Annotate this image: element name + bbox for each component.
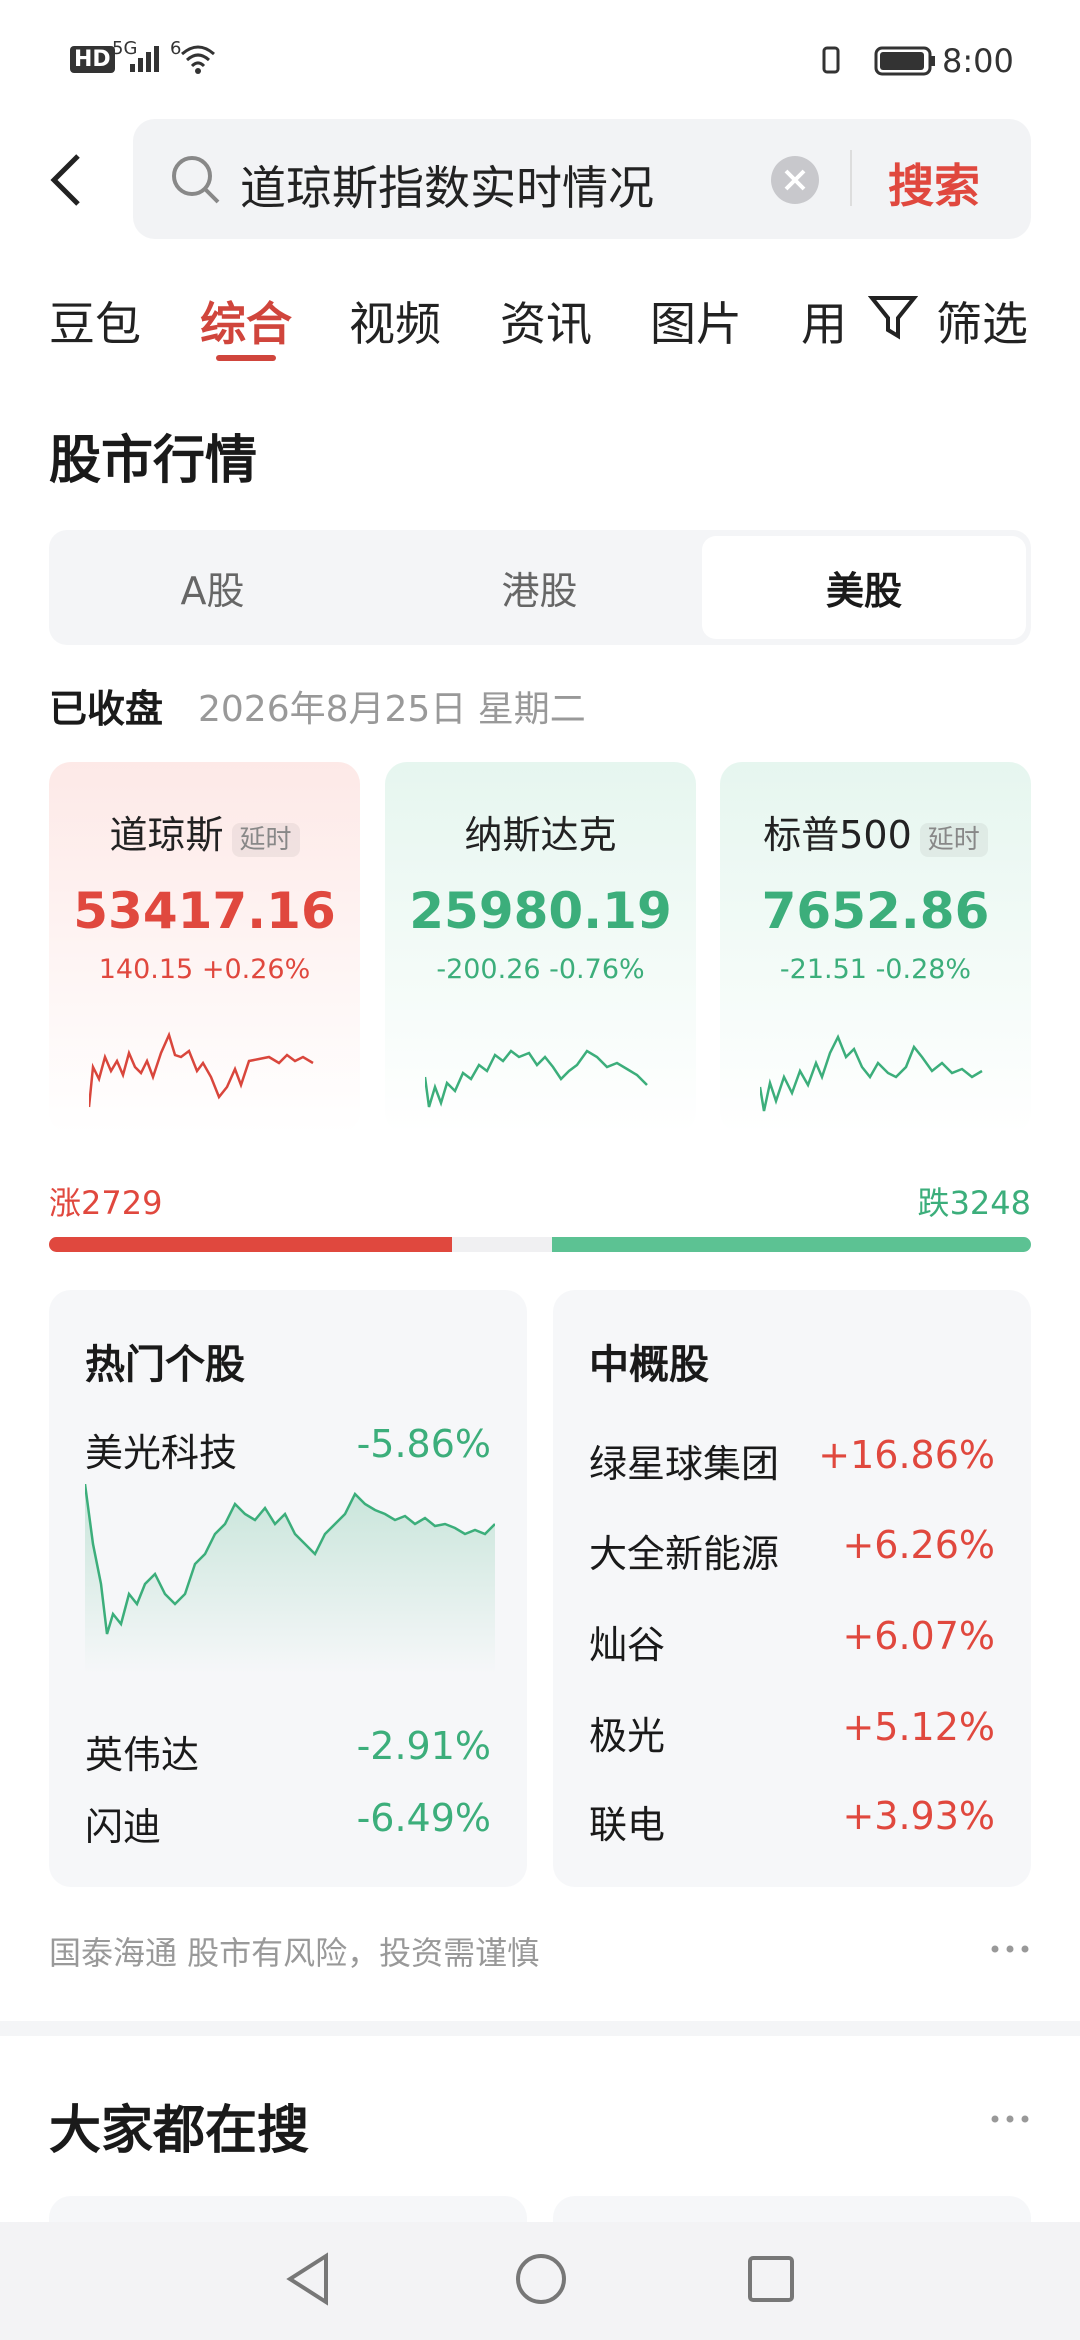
- china-concepts-panel[interactable]: 中概股 绿星球集团 +16.86% 大全新能源 +6.26% 灿谷 +6.07% 极光…: [553, 1290, 1031, 1887]
- index-name: 道琼斯: [109, 813, 224, 857]
- tab-indicator: [216, 355, 276, 361]
- search-button[interactable]: 搜索: [888, 159, 980, 213]
- stock-name: 灿谷: [589, 1623, 666, 1667]
- stock-change: +6.07%: [842, 1614, 995, 1658]
- section-separator: [0, 2021, 1080, 2036]
- advancers-label: 涨: [49, 1184, 82, 1222]
- sparkline: [89, 1031, 314, 1108]
- stock-chart: [85, 1484, 495, 1674]
- market-tab[interactable]: 美股: [825, 569, 902, 613]
- index-change: -21.51: [779, 954, 867, 985]
- index-value: 7652.86: [761, 882, 990, 940]
- stock-change: +16.86%: [818, 1433, 995, 1477]
- stock-name: 绿星球集团: [589, 1442, 780, 1486]
- back-button[interactable]: [48, 152, 84, 208]
- tab[interactable]: 图片: [650, 297, 742, 351]
- index-card[interactable]: 标普500 延时 7652.86 -21.51 -0.28%: [720, 762, 1031, 1134]
- tab[interactable]: 用: [801, 297, 847, 351]
- hd-icon: HD: [70, 46, 115, 73]
- search-box[interactable]: [133, 119, 1031, 239]
- stock-name: 闪迪: [85, 1805, 162, 1849]
- index-card[interactable]: 纳斯达克 25980.19 -200.26 -0.76%: [385, 762, 696, 1134]
- index-percent: -0.28%: [875, 954, 972, 985]
- panel-title: 热门个股: [85, 1342, 245, 1388]
- index-value: 53417.16: [73, 882, 336, 940]
- signal-label: 5G: [112, 38, 138, 59]
- stock-change: +3.93%: [842, 1794, 995, 1838]
- battery-icon: [822, 46, 935, 76]
- decliners-bar: [551, 1237, 1031, 1252]
- decliners-count: 3248: [949, 1184, 1031, 1222]
- advancers-bar: [49, 1237, 452, 1252]
- wifi-label: 6: [170, 38, 182, 59]
- stock-change: -2.91%: [356, 1724, 491, 1768]
- stock-change: +5.12%: [842, 1705, 995, 1749]
- search-query[interactable]: 道琼斯指数实时情况: [240, 161, 654, 215]
- tab[interactable]: 资讯: [500, 297, 592, 351]
- filter-button[interactable]: 筛选: [936, 297, 1028, 351]
- clear-button[interactable]: [770, 155, 820, 205]
- tab[interactable]: 综合: [200, 297, 292, 351]
- stock-name: 英伟达: [85, 1733, 200, 1777]
- stock-name: 极光: [589, 1714, 666, 1758]
- market-status: 已收盘: [49, 687, 164, 731]
- stock-change: +6.26%: [842, 1523, 995, 1567]
- signal-icon: [130, 46, 159, 72]
- stock-name: 美光科技: [85, 1431, 238, 1475]
- hot-stocks-panel[interactable]: 热门个股 美光科技 -5.86% 英伟达 -2.91% 闪迪 -6.49%: [49, 1290, 527, 1887]
- index-value: 25980.19: [409, 882, 672, 940]
- stock-change: -5.86%: [356, 1422, 491, 1466]
- wifi-icon: [181, 45, 215, 74]
- delay-tag: 延时: [231, 823, 300, 857]
- nav-home[interactable]: [514, 2252, 568, 2306]
- trending-title: 大家都在搜: [49, 2101, 310, 2161]
- index-percent: +0.26%: [201, 954, 311, 985]
- more-button[interactable]: [990, 2114, 1030, 2124]
- index-change: -200.26: [436, 954, 541, 985]
- index-percent: -0.76%: [549, 954, 645, 985]
- advancers: 涨2729: [49, 1178, 162, 1224]
- clock: 8:00: [942, 42, 1014, 80]
- decliners-label: 跌: [917, 1184, 950, 1222]
- index-name: 纳斯达克: [464, 813, 617, 857]
- stock-name: 大全新能源: [589, 1532, 780, 1576]
- market-tab[interactable]: 港股: [501, 569, 578, 613]
- market-tab-selected: [702, 536, 1026, 639]
- search-icon: [172, 156, 220, 204]
- more-button[interactable]: [990, 1944, 1030, 1954]
- section-title: 股市行情: [49, 431, 258, 491]
- index-name: 标普500: [763, 813, 912, 857]
- tab[interactable]: 豆包: [49, 297, 141, 351]
- panel-title: 中概股: [589, 1342, 709, 1388]
- advancers-count: 2729: [81, 1184, 163, 1222]
- tab[interactable]: 视频: [349, 297, 441, 351]
- market-date: 2026年8月25日 星期二: [198, 689, 586, 730]
- stock-change: -6.49%: [356, 1796, 491, 1840]
- divider: [850, 150, 852, 206]
- decliners: 跌3248: [918, 1178, 1031, 1224]
- nav-back[interactable]: [284, 2252, 334, 2306]
- disclaimer: 国泰海通 股市有风险，投资需谨慎: [49, 1934, 540, 1972]
- index-change: 140.15: [98, 954, 194, 985]
- navigation-bar: [0, 2222, 1080, 2340]
- index-card[interactable]: 道琼斯 延时 53417.16 140.15 +0.26%: [49, 762, 360, 1134]
- stock-name: 联电: [589, 1803, 666, 1847]
- delay-tag: 延时: [919, 823, 988, 857]
- market-tab[interactable]: A股: [180, 569, 245, 613]
- nav-recents[interactable]: [746, 2254, 796, 2304]
- filter-icon: [868, 296, 918, 340]
- sparkline: [425, 1049, 648, 1108]
- sparkline: [760, 1033, 983, 1112]
